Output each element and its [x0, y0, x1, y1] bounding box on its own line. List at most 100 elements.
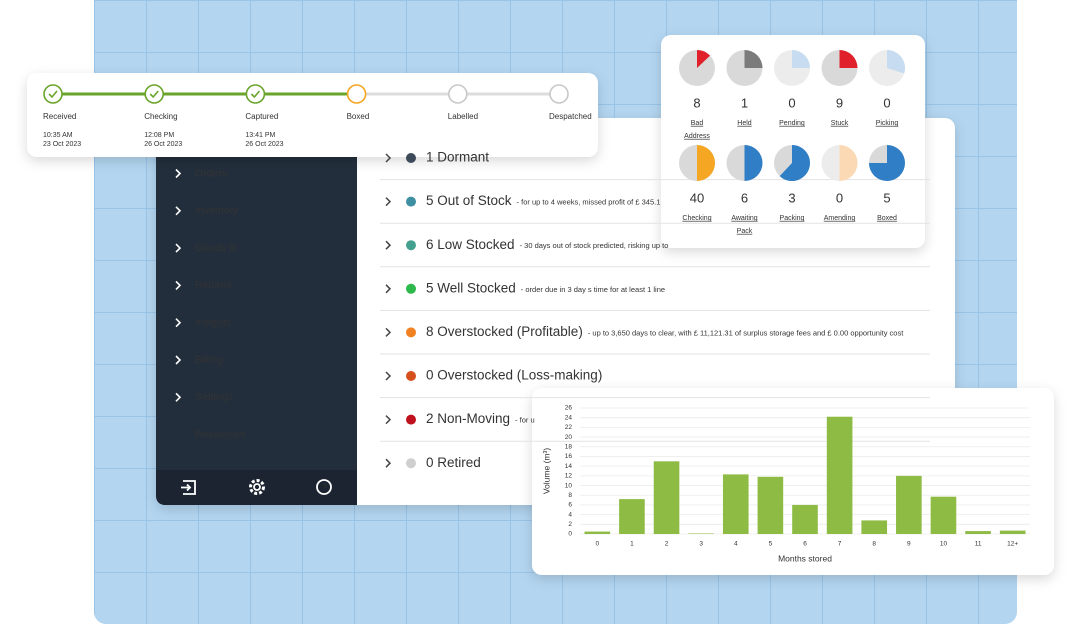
y-tick-label: 24 [565, 414, 573, 421]
chevron[interactable] [385, 371, 392, 381]
status-label[interactable]: Packing [780, 215, 805, 222]
status-dot [406, 414, 416, 425]
nav-item[interactable]: Billing [195, 354, 223, 366]
row-note: - order due in 3 day s time for at least… [521, 285, 665, 294]
tracker-node [245, 84, 266, 104]
tracker-node [43, 84, 63, 104]
step-label: Despatched [549, 112, 592, 121]
y-tick-label: 6 [568, 502, 572, 509]
y-tick-label: 20 [565, 434, 573, 441]
status-label[interactable]: Checking [682, 215, 711, 222]
y-tick-label: 4 [568, 511, 572, 518]
row-title[interactable]: 0 Retired [426, 455, 481, 470]
y-tick-label: 8 [568, 492, 572, 499]
chevron [175, 206, 182, 216]
status-count: 8 [693, 95, 700, 110]
step-time: 10:35 AM [43, 132, 73, 139]
chevron [175, 318, 182, 328]
sidebar-footer [156, 470, 357, 505]
status-count: 0 [836, 190, 843, 205]
status-dot [406, 283, 416, 294]
status-dot [406, 153, 416, 163]
step-label: Captured [245, 112, 278, 121]
status-label[interactable]: Awaiting [731, 215, 757, 222]
pie-slice [779, 145, 810, 181]
status-count: 9 [836, 95, 843, 110]
nav-item[interactable]: Resources [195, 428, 245, 440]
row-title[interactable]: 0 Overstocked (Loss-making) [426, 368, 602, 383]
x-tick-label: 0 [595, 541, 599, 548]
row-title[interactable]: 5 Well Stocked [426, 280, 516, 295]
sidebar-icons[interactable]: ? [181, 479, 332, 495]
row-title[interactable]: 8 Overstocked (Profitable) [426, 324, 583, 339]
row-note: - for u [515, 416, 535, 425]
row-title[interactable]: 5 Out of Stock [426, 193, 512, 208]
chevron[interactable] [385, 240, 392, 250]
bar [619, 499, 645, 534]
row-note: - up to 3,650 days to clear, with £ 11,1… [588, 328, 904, 337]
status-dot [406, 240, 416, 251]
chevron[interactable] [385, 284, 392, 294]
check-icon [149, 90, 159, 99]
status-label[interactable]: Held [737, 120, 752, 127]
status-label[interactable]: Picking [876, 120, 899, 127]
bar [757, 476, 784, 534]
x-tick-label: 12+ [1007, 541, 1018, 548]
chevron[interactable] [385, 415, 392, 425]
status-label[interactable]: Bad [691, 120, 704, 127]
tracker-node [549, 84, 569, 104]
x-tick-label: 11 [975, 541, 982, 548]
status-label[interactable]: Amending [824, 215, 856, 222]
step-date: 26 Oct 2023 [245, 141, 283, 148]
nav-item[interactable]: Goods In [195, 242, 238, 254]
status-label[interactable]: Pending [779, 120, 805, 127]
bar [965, 531, 991, 534]
tracker-node [447, 84, 468, 104]
chevron[interactable] [385, 458, 392, 468]
nav-item[interactable]: Settings [195, 391, 233, 403]
y-tick-label: 22 [565, 424, 573, 431]
y-tick-label: 26 [565, 405, 573, 412]
bar [653, 461, 680, 534]
y-tick-label: 2 [568, 521, 572, 528]
check-icon [250, 90, 261, 99]
status-label[interactable]: Boxed [877, 215, 897, 222]
row-title[interactable]: 6 Low Stocked [426, 237, 515, 252]
y-tick-label: 10 [565, 482, 573, 489]
status-count: 3 [788, 190, 795, 205]
bar [861, 520, 888, 534]
nav-item[interactable]: Inventory [195, 205, 239, 217]
y-tick-label: 14 [565, 463, 573, 470]
pie-slice [869, 145, 905, 181]
pie-slice [697, 145, 715, 181]
nav-item[interactable]: Returns [195, 279, 232, 291]
status-count: 6 [741, 190, 748, 205]
status-card [661, 35, 925, 248]
x-tick-label: 4 [734, 541, 738, 548]
x-tick-label: 7 [838, 541, 842, 548]
y-axis-label: Volume (m³) [541, 448, 551, 494]
nav-item[interactable]: Insights [195, 316, 231, 328]
y-tick-label: 0 [568, 531, 572, 538]
status-label[interactable]: Address [684, 133, 710, 140]
chevron[interactable] [385, 153, 392, 163]
row-title[interactable]: 1 Dormant [426, 150, 489, 165]
status-label[interactable]: Pack [737, 228, 753, 235]
chevron[interactable] [385, 327, 392, 337]
svg-text:?: ? [321, 483, 327, 494]
chevron [175, 280, 182, 290]
status-label[interactable]: Stuck [831, 120, 849, 127]
row-title[interactable]: 2 Non-Moving [426, 411, 510, 426]
bar [896, 475, 922, 534]
chevron [175, 392, 182, 402]
nav-item[interactable]: Orders [195, 167, 227, 179]
bar [826, 416, 853, 534]
tracker-node [144, 84, 164, 104]
row-note: - for up to 4 weeks, missed profit of £ … [517, 198, 661, 207]
step-label: Boxed [347, 112, 370, 121]
bar [930, 496, 957, 534]
status-dot [406, 371, 416, 381]
chevron[interactable] [385, 197, 392, 207]
pie-slice [792, 50, 810, 68]
